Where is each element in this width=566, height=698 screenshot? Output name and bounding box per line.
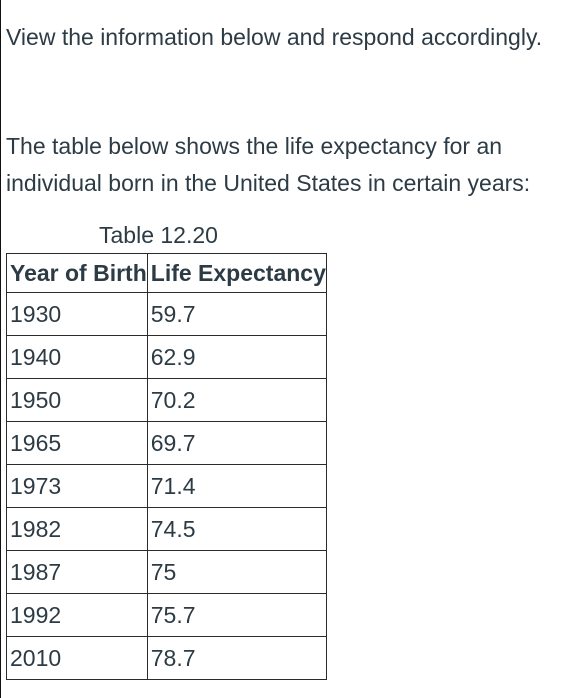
- year-cell: 1973: [6, 464, 148, 508]
- life-expectancy-cell: 75: [146, 550, 327, 594]
- year-cell: 1982: [6, 507, 148, 551]
- year-cell: 2010: [6, 636, 148, 680]
- life-expectancy-cell: 78.7: [146, 636, 327, 680]
- year-cell: 1950: [6, 378, 148, 422]
- table-row: 1987 75: [6, 550, 327, 594]
- table-row: 1965 69.7: [6, 421, 327, 465]
- table-row: 1973 71.4: [6, 464, 327, 508]
- year-cell: 1930: [6, 292, 148, 336]
- year-cell: 1987: [6, 550, 148, 594]
- instruction-text: View the information below and respond a…: [6, 24, 543, 50]
- life-expectancy-cell: 69.7: [146, 421, 327, 465]
- table-row: 2010 78.7: [6, 636, 327, 680]
- intro-text: The table below shows the life expectanc…: [6, 133, 531, 196]
- year-cell: 1965: [6, 421, 148, 465]
- header-life-expectancy: Life Expectancy: [146, 253, 327, 293]
- table-row: 1982 74.5: [6, 507, 327, 551]
- life-expectancy-cell: 59.7: [146, 292, 327, 336]
- table-row: 1940 62.9: [6, 335, 327, 379]
- year-cell: 1940: [6, 335, 148, 379]
- life-expectancy-cell: 70.2: [146, 378, 327, 422]
- life-expectancy-cell: 75.7: [146, 593, 327, 637]
- life-expectancy-table: Year of Birth Life Expectancy 1930 59.7 …: [6, 253, 327, 680]
- table-row: 1992 75.7: [6, 593, 327, 637]
- table-caption: Table 12.20: [99, 222, 218, 248]
- table-row: 1930 59.7: [6, 292, 327, 336]
- life-expectancy-cell: 62.9: [146, 335, 327, 379]
- table-row: 1950 70.2: [6, 378, 327, 422]
- year-cell: 1992: [6, 593, 148, 637]
- life-expectancy-cell: 71.4: [146, 464, 327, 508]
- life-expectancy-cell: 74.5: [146, 507, 327, 551]
- table-header-row: Year of Birth Life Expectancy: [6, 253, 327, 293]
- header-year-of-birth: Year of Birth: [6, 253, 148, 293]
